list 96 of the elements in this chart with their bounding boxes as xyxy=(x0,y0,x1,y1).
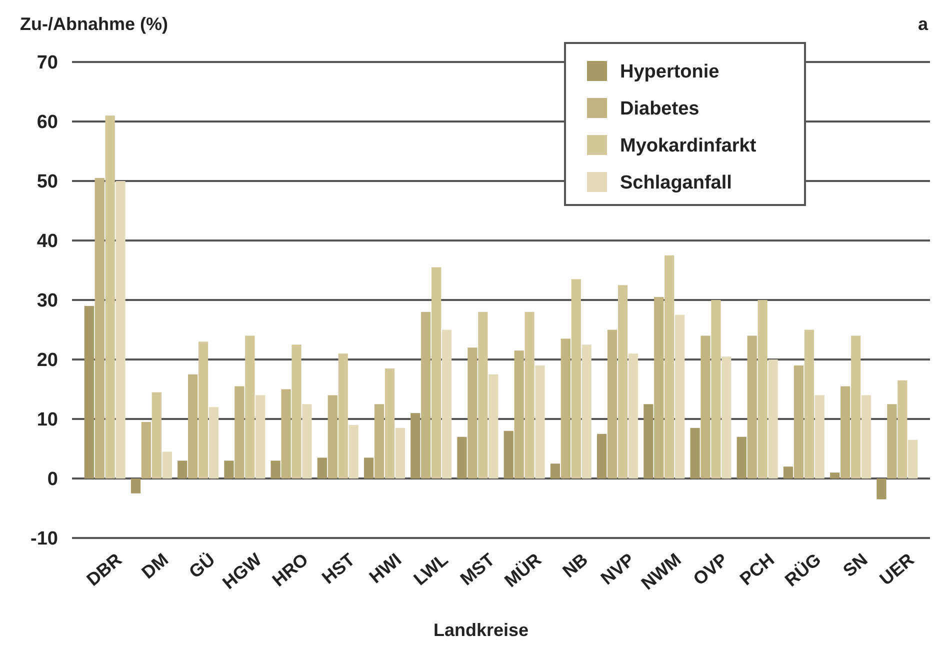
x-axis-title: Landkreise xyxy=(433,620,529,640)
bar xyxy=(654,297,664,478)
bar xyxy=(281,389,291,478)
legend-label: Schlaganfall xyxy=(620,172,732,194)
x-tick-label: HWI xyxy=(365,549,406,588)
y-axis-title: Zu-/Abnahme (%) xyxy=(20,14,168,34)
bar xyxy=(607,330,618,478)
bar xyxy=(84,306,94,478)
bar xyxy=(768,360,778,478)
bar xyxy=(468,348,478,478)
bar xyxy=(814,395,824,478)
bar xyxy=(488,374,498,478)
y-tick-label: 70 xyxy=(36,52,58,74)
bar xyxy=(374,404,384,478)
bar xyxy=(292,344,302,478)
bar xyxy=(384,368,395,478)
bar xyxy=(783,466,794,478)
bar xyxy=(116,181,126,478)
bar xyxy=(571,279,581,478)
bar xyxy=(234,386,244,478)
bar xyxy=(582,344,592,478)
bar xyxy=(887,404,897,478)
bar xyxy=(747,336,757,478)
bar xyxy=(535,365,545,478)
y-tick-label: 30 xyxy=(36,290,58,312)
bar xyxy=(364,458,374,478)
bar xyxy=(421,312,431,478)
x-tick-label: SN xyxy=(839,549,872,581)
bar xyxy=(130,478,141,494)
bar xyxy=(644,404,654,478)
bar xyxy=(105,116,115,478)
bar xyxy=(908,440,918,478)
bar xyxy=(898,380,908,478)
bar xyxy=(245,336,255,478)
bar xyxy=(560,338,570,478)
bar xyxy=(432,267,442,478)
y-tick-label: 10 xyxy=(36,410,58,431)
legend-label: Hypertonie xyxy=(620,62,720,83)
bar xyxy=(804,330,814,478)
bar xyxy=(141,422,152,478)
bar xyxy=(317,458,327,478)
bar xyxy=(208,407,219,478)
x-tick-label: GÜ xyxy=(185,549,219,582)
bar xyxy=(162,452,172,478)
legend-label: Diabetes xyxy=(620,98,700,120)
bar xyxy=(338,354,348,478)
bar xyxy=(690,428,700,478)
bar xyxy=(188,374,198,478)
bar xyxy=(628,354,638,478)
y-tick-label: -10 xyxy=(30,528,58,550)
x-tick-label: LWL xyxy=(410,549,452,590)
y-tick-label: 20 xyxy=(36,350,58,372)
bar xyxy=(178,460,188,478)
bar xyxy=(524,312,534,478)
bar xyxy=(395,428,405,478)
bar xyxy=(328,395,338,478)
bar xyxy=(736,436,746,478)
bar xyxy=(664,255,674,478)
bar xyxy=(876,478,886,500)
bar xyxy=(198,342,208,478)
bar xyxy=(840,386,850,478)
bar xyxy=(410,413,420,478)
bar xyxy=(514,350,524,478)
y-tick-label: 40 xyxy=(36,231,58,252)
y-tick-label: 60 xyxy=(36,112,58,134)
bar xyxy=(618,285,628,478)
bar xyxy=(722,356,732,478)
bar xyxy=(711,300,721,478)
x-tick-label: OVP xyxy=(689,549,732,590)
x-tick-label: DM xyxy=(138,549,172,583)
bar xyxy=(861,395,872,478)
bar xyxy=(700,336,710,478)
bar xyxy=(830,472,840,478)
bar xyxy=(256,395,266,478)
x-tick-label: NB xyxy=(558,549,592,582)
text: a xyxy=(918,14,929,34)
bar xyxy=(457,436,467,478)
bar xyxy=(270,460,280,478)
y-tick-label: 0 xyxy=(47,469,58,490)
bar xyxy=(675,314,685,478)
bar xyxy=(504,430,514,478)
bar xyxy=(348,424,358,478)
y-tick-label: 50 xyxy=(36,172,58,193)
bar xyxy=(850,336,861,478)
bar xyxy=(794,365,804,478)
bar xyxy=(478,312,488,478)
bar xyxy=(758,300,768,478)
x-tick-label: UER xyxy=(876,549,918,590)
bar xyxy=(94,178,104,478)
legend-label: Myokardinfarkt xyxy=(620,136,757,157)
bar xyxy=(152,392,162,478)
bar xyxy=(442,330,452,478)
bar xyxy=(597,434,607,478)
bar xyxy=(224,460,234,478)
bar xyxy=(302,404,312,478)
bar xyxy=(550,464,560,478)
